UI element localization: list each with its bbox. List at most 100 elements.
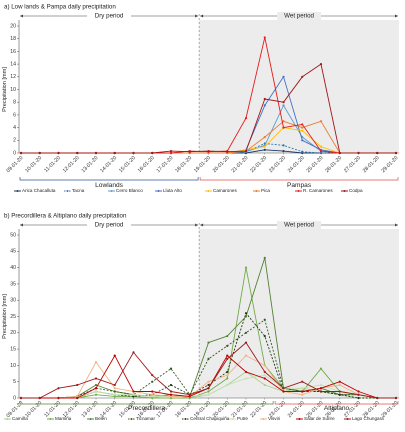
legend-marker xyxy=(298,418,301,420)
period-arrow-head xyxy=(20,14,23,18)
data-point xyxy=(357,393,360,396)
data-point xyxy=(244,266,248,269)
legend-marker xyxy=(66,190,69,192)
legend-label: Camiña xyxy=(12,416,28,421)
y-tick-label: 50 xyxy=(10,232,16,238)
x-tick-label: 11-01-20 xyxy=(43,155,62,174)
data-point xyxy=(263,104,266,107)
data-point xyxy=(57,396,60,400)
y-axis-label: Precipitation [mm] xyxy=(2,67,8,112)
data-point xyxy=(226,383,229,387)
data-point xyxy=(338,383,341,387)
data-point xyxy=(169,367,173,370)
data-point xyxy=(282,390,285,393)
data-point xyxy=(151,395,154,398)
y-tick-label: 35 xyxy=(10,281,16,287)
data-point xyxy=(301,126,304,129)
data-point xyxy=(207,357,210,360)
data-point xyxy=(207,390,210,393)
data-point xyxy=(338,393,341,396)
y-tick-label: 0 xyxy=(13,395,16,401)
x-tick-label: 24-01-20 xyxy=(287,400,306,419)
y-tick-label: 12 xyxy=(10,74,16,80)
data-point xyxy=(263,374,266,377)
wet-period-shade xyxy=(199,20,399,153)
y-tick-label: 16 xyxy=(10,49,16,55)
x-tick-label: 20-01-20 xyxy=(212,155,231,174)
data-point xyxy=(263,334,266,338)
data-point xyxy=(226,150,229,153)
data-point xyxy=(357,151,360,155)
legend-marker xyxy=(231,418,234,420)
x-tick-label: 26-01-20 xyxy=(324,155,343,174)
data-point xyxy=(282,126,285,129)
data-point xyxy=(244,331,248,334)
period-arrow-head xyxy=(200,223,204,227)
data-point xyxy=(207,380,210,383)
x-tick-label: 17-01-20 xyxy=(155,155,174,174)
data-point xyxy=(113,151,116,155)
period-label: Wet period xyxy=(284,222,314,229)
data-point xyxy=(376,151,379,155)
x-tick-label: 22-01-20 xyxy=(249,400,268,419)
data-point xyxy=(301,123,304,126)
data-point xyxy=(263,145,266,148)
period-arrow-head xyxy=(395,223,398,227)
group-bracket xyxy=(19,401,274,405)
data-point xyxy=(226,357,229,360)
y-tick-label: 5 xyxy=(13,379,16,385)
y-tick-label: 45 xyxy=(10,249,16,255)
x-tick-label: 22-01-20 xyxy=(249,155,268,174)
period-arrow-head xyxy=(195,14,199,18)
data-point xyxy=(282,104,285,107)
data-point xyxy=(151,380,154,383)
legend-label: Codpa xyxy=(349,188,363,193)
y-tick-label: 30 xyxy=(10,298,16,304)
data-point xyxy=(301,150,304,153)
chart-title: b) Precordillera & Altiplano daily preci… xyxy=(4,213,127,220)
data-point xyxy=(169,149,173,153)
group-label: Precordillera xyxy=(128,405,165,412)
legend-label: Central Chapiquiña xyxy=(190,416,230,421)
data-point xyxy=(207,383,210,387)
data-point xyxy=(94,393,98,396)
y-tick-label: 18 xyxy=(10,36,16,42)
y-tick-label: 15 xyxy=(10,346,16,352)
data-point xyxy=(263,370,266,374)
wet-period-shade xyxy=(199,229,399,398)
data-point xyxy=(169,383,173,387)
data-point xyxy=(151,393,154,396)
y-tick-label: 10 xyxy=(10,363,16,369)
data-point xyxy=(338,390,341,393)
data-point xyxy=(319,120,323,123)
data-point xyxy=(76,396,79,400)
data-point xyxy=(132,151,135,155)
data-point xyxy=(19,396,23,400)
data-point xyxy=(282,101,285,104)
x-tick-label: 18-01-20 xyxy=(174,155,193,174)
group-bracket xyxy=(274,401,399,405)
data-point xyxy=(207,387,210,390)
data-point xyxy=(38,151,41,155)
data-point xyxy=(338,380,341,383)
y-tick-label: 20 xyxy=(10,23,16,29)
legend-label: Belén xyxy=(95,416,107,421)
period-label-bg xyxy=(87,221,132,229)
data-point xyxy=(301,393,304,396)
legend-marker xyxy=(346,418,349,420)
period-label-bg xyxy=(277,12,322,20)
legend-marker xyxy=(89,418,92,420)
data-point xyxy=(169,151,173,155)
data-point xyxy=(376,396,379,400)
data-point xyxy=(338,151,341,155)
data-point xyxy=(282,75,285,78)
data-point xyxy=(226,334,229,338)
data-point xyxy=(263,383,266,387)
data-point xyxy=(57,151,60,155)
x-tick-label: 14-01-20 xyxy=(99,155,118,174)
data-point xyxy=(263,318,266,321)
y-tick-label: 20 xyxy=(10,330,16,336)
data-point xyxy=(226,344,229,347)
data-point xyxy=(132,351,135,354)
